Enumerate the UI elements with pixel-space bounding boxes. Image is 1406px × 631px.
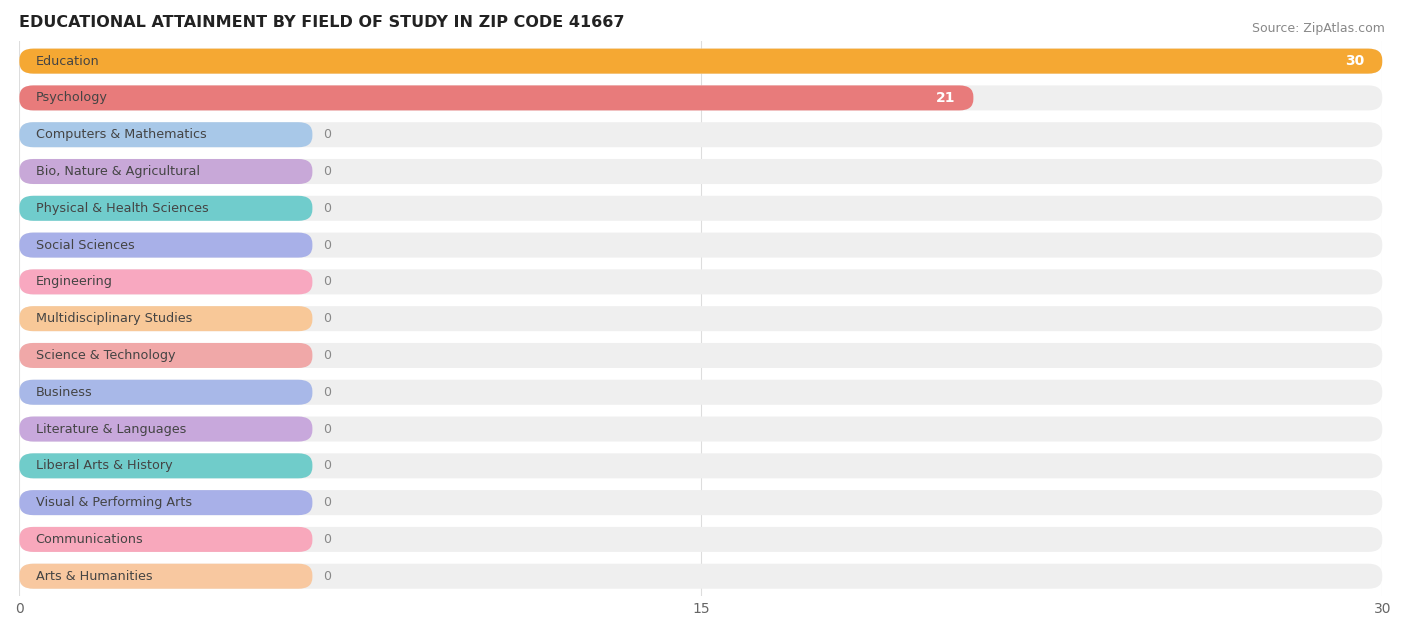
Text: Literature & Languages: Literature & Languages (35, 423, 186, 435)
Text: 0: 0 (323, 275, 332, 288)
FancyBboxPatch shape (20, 269, 312, 295)
FancyBboxPatch shape (20, 490, 1382, 515)
Text: Liberal Arts & History: Liberal Arts & History (35, 459, 173, 473)
FancyBboxPatch shape (20, 490, 312, 515)
FancyBboxPatch shape (20, 49, 1382, 74)
FancyBboxPatch shape (20, 380, 1382, 404)
Text: Business: Business (35, 386, 93, 399)
Text: Arts & Humanities: Arts & Humanities (35, 570, 152, 582)
Text: Communications: Communications (35, 533, 143, 546)
FancyBboxPatch shape (20, 85, 1382, 110)
Text: Engineering: Engineering (35, 275, 112, 288)
Text: 21: 21 (936, 91, 955, 105)
FancyBboxPatch shape (20, 159, 1382, 184)
FancyBboxPatch shape (20, 306, 1382, 331)
Text: Psychology: Psychology (35, 91, 108, 104)
FancyBboxPatch shape (20, 563, 1382, 589)
Text: 0: 0 (323, 349, 332, 362)
FancyBboxPatch shape (20, 233, 312, 257)
Text: 0: 0 (323, 570, 332, 582)
FancyBboxPatch shape (20, 306, 312, 331)
Text: Computers & Mathematics: Computers & Mathematics (35, 128, 207, 141)
Text: 0: 0 (323, 423, 332, 435)
FancyBboxPatch shape (20, 85, 973, 110)
FancyBboxPatch shape (20, 380, 312, 404)
Text: 0: 0 (323, 533, 332, 546)
FancyBboxPatch shape (20, 122, 1382, 147)
FancyBboxPatch shape (20, 196, 312, 221)
FancyBboxPatch shape (20, 416, 1382, 442)
FancyBboxPatch shape (20, 343, 312, 368)
Text: 0: 0 (323, 496, 332, 509)
FancyBboxPatch shape (20, 453, 312, 478)
FancyBboxPatch shape (20, 563, 312, 589)
Text: 0: 0 (323, 165, 332, 178)
Text: Education: Education (35, 55, 100, 68)
Text: 0: 0 (323, 239, 332, 252)
Text: 0: 0 (323, 128, 332, 141)
Text: EDUCATIONAL ATTAINMENT BY FIELD OF STUDY IN ZIP CODE 41667: EDUCATIONAL ATTAINMENT BY FIELD OF STUDY… (20, 15, 624, 30)
FancyBboxPatch shape (20, 233, 1382, 257)
FancyBboxPatch shape (20, 269, 1382, 295)
FancyBboxPatch shape (20, 527, 1382, 552)
FancyBboxPatch shape (20, 159, 312, 184)
FancyBboxPatch shape (20, 527, 312, 552)
Text: 0: 0 (323, 386, 332, 399)
FancyBboxPatch shape (20, 416, 312, 442)
Text: Bio, Nature & Agricultural: Bio, Nature & Agricultural (35, 165, 200, 178)
FancyBboxPatch shape (20, 122, 312, 147)
Text: Social Sciences: Social Sciences (35, 239, 135, 252)
FancyBboxPatch shape (20, 343, 1382, 368)
Text: 30: 30 (1344, 54, 1364, 68)
Text: 0: 0 (323, 202, 332, 215)
FancyBboxPatch shape (20, 196, 1382, 221)
Text: 0: 0 (323, 312, 332, 325)
Text: 0: 0 (323, 459, 332, 473)
Text: Visual & Performing Arts: Visual & Performing Arts (35, 496, 191, 509)
FancyBboxPatch shape (20, 49, 1382, 74)
Text: Multidisciplinary Studies: Multidisciplinary Studies (35, 312, 193, 325)
FancyBboxPatch shape (20, 453, 1382, 478)
Text: Science & Technology: Science & Technology (35, 349, 176, 362)
Text: Source: ZipAtlas.com: Source: ZipAtlas.com (1251, 22, 1385, 35)
Text: Physical & Health Sciences: Physical & Health Sciences (35, 202, 208, 215)
